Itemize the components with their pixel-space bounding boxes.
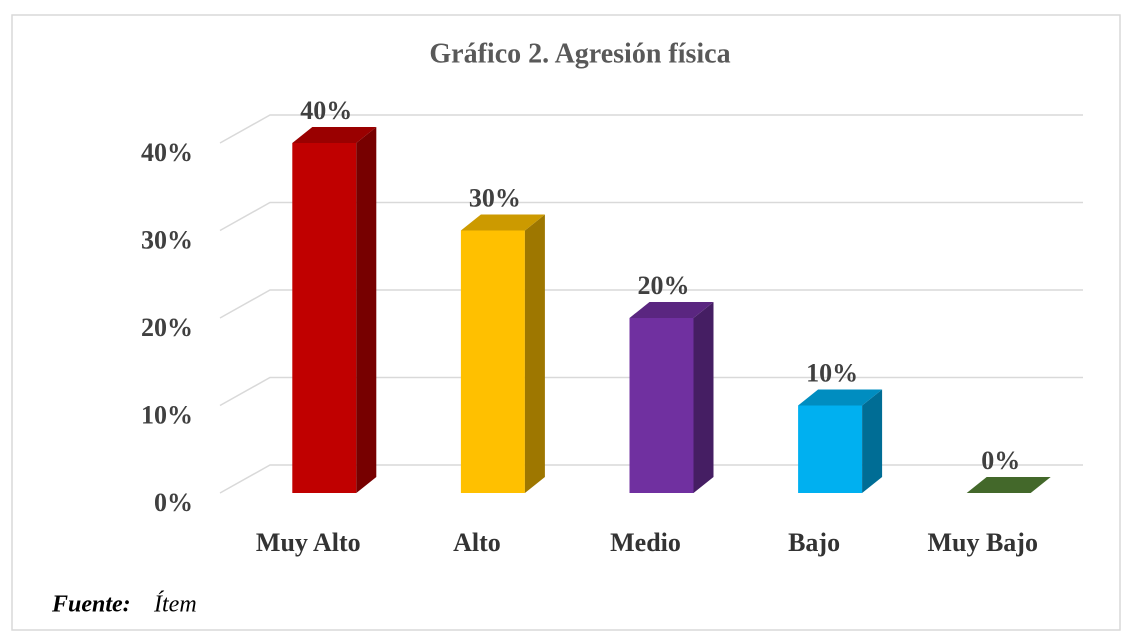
- value-label: 10%: [806, 358, 858, 387]
- value-label: 40%: [300, 96, 352, 125]
- y-tick-label: 40%: [141, 138, 193, 167]
- y-tick-label: 10%: [141, 400, 193, 429]
- bar-side: [862, 389, 883, 493]
- bar-front: [798, 405, 863, 493]
- bar-top: [292, 127, 377, 143]
- bar-top: [966, 477, 1051, 493]
- y-tick-label: 30%: [141, 225, 193, 254]
- chart-title: Gráfico 2. Agresión física: [429, 38, 730, 69]
- value-label: 30%: [469, 183, 521, 212]
- chart-border: [11, 14, 1121, 631]
- grid-line: [219, 289, 1083, 319]
- source-label: Fuente:: [51, 592, 131, 618]
- grid-line: [219, 376, 1083, 407]
- value-label: 0%: [981, 446, 1020, 475]
- bar-side: [524, 214, 545, 493]
- x-tick-label: Muy Bajo: [927, 528, 1038, 557]
- bar-front: [460, 230, 525, 493]
- bar-top: [798, 389, 883, 406]
- bar-front: [292, 143, 357, 493]
- y-tick-label: 20%: [141, 313, 193, 342]
- bar-side: [693, 302, 714, 493]
- x-tick-label: Bajo: [788, 528, 840, 557]
- y-tick-label: 0%: [154, 488, 193, 517]
- x-tick-label: Alto: [453, 528, 501, 557]
- source: Ítem: [153, 592, 197, 618]
- bar-side: [356, 127, 377, 493]
- bar-top: [460, 214, 545, 231]
- grid-line: [219, 114, 1083, 144]
- bar-top: [629, 302, 714, 318]
- x-tick-label: Muy Alto: [256, 528, 361, 557]
- x-tick-label: Medio: [610, 528, 681, 557]
- bar-front: [629, 318, 694, 493]
- grid-line: [219, 201, 1083, 232]
- value-label: 20%: [638, 271, 690, 300]
